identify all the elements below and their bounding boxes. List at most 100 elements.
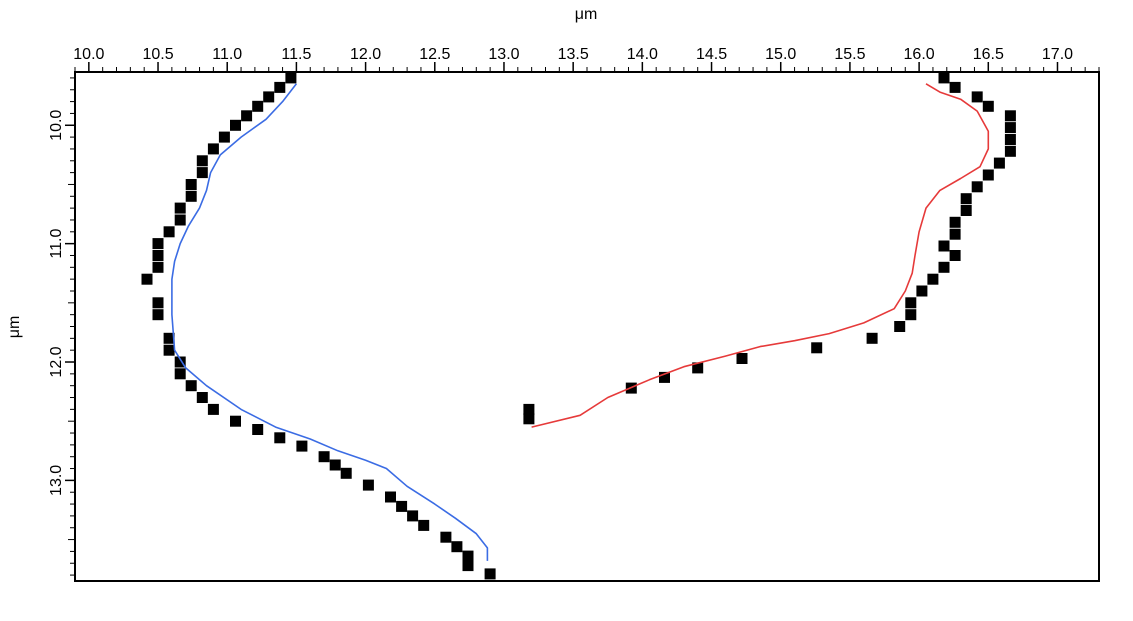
- data-point: [1004, 134, 1016, 145]
- data-point: [971, 91, 983, 103]
- data-point: [811, 342, 823, 354]
- data-point: [207, 403, 219, 415]
- data-point: [274, 81, 286, 93]
- data-point: [523, 403, 535, 415]
- data-point: [196, 392, 208, 403]
- data-point: [523, 413, 535, 425]
- data-point: [340, 467, 352, 479]
- data-point: [982, 169, 994, 181]
- x-tick-label: 16.0: [904, 46, 935, 63]
- x-tick-label: 15.0: [765, 46, 796, 63]
- data-point: [196, 167, 208, 179]
- x-tick-label: 17.0: [1042, 46, 1073, 63]
- data-point: [462, 560, 474, 572]
- data-point: [949, 250, 961, 261]
- data-point: [285, 72, 297, 84]
- data-point: [163, 344, 175, 356]
- data-point: [451, 541, 463, 553]
- data-point: [905, 297, 917, 309]
- data-point: [152, 309, 164, 321]
- y-axis-title: μm: [6, 316, 23, 339]
- data-point: [1004, 110, 1016, 122]
- data-point: [163, 226, 175, 238]
- data-point: [185, 179, 197, 190]
- data-point: [218, 131, 230, 143]
- data-point: [241, 110, 253, 122]
- data-point: [407, 510, 419, 522]
- x-axis: 10.0 10.5 11.0 11.5 12.0 12.5 13.0 13.5 14.0 14.5…: [73, 46, 1100, 72]
- data-point: [230, 415, 241, 427]
- data-point: [207, 143, 219, 155]
- data-point: [296, 440, 308, 452]
- data-point: [152, 261, 164, 273]
- plot-layer: [141, 72, 1016, 580]
- profile-line-1: [171, 83, 489, 561]
- y-tick-label: 13.0: [48, 465, 65, 496]
- data-point: [274, 432, 286, 444]
- data-point: [263, 91, 275, 103]
- data-point: [230, 119, 241, 131]
- data-point: [196, 155, 208, 167]
- x-tick-label: 12.0: [350, 46, 381, 63]
- data-point: [396, 500, 408, 512]
- data-point: [318, 451, 330, 463]
- data-point: [949, 216, 961, 228]
- data-point: [462, 550, 474, 562]
- data-point: [949, 81, 961, 93]
- data-point: [938, 240, 950, 252]
- x-tick-label: 15.5: [834, 46, 865, 63]
- data-point: [982, 100, 994, 112]
- data-point: [174, 202, 186, 214]
- x-axis-title: μm: [575, 6, 598, 23]
- data-point: [185, 380, 197, 392]
- data-point: [174, 368, 186, 380]
- x-tick-label: 14.5: [696, 46, 727, 63]
- data-point: [960, 205, 972, 216]
- x-tick-label: 11.5: [281, 46, 311, 63]
- profile-line-3: [531, 83, 990, 428]
- data-point: [993, 157, 1005, 169]
- x-tick-label: 14.0: [627, 46, 658, 63]
- data-point: [960, 193, 972, 205]
- x-tick-label: 16.5: [973, 46, 1004, 63]
- data-point: [484, 568, 496, 580]
- data-point: [385, 491, 396, 503]
- data-point: [163, 332, 175, 344]
- data-point: [659, 371, 670, 383]
- x-tick-label: 12.5: [419, 46, 450, 63]
- y-tick-label: 12.0: [48, 346, 65, 377]
- data-point: [252, 424, 264, 435]
- data-point: [152, 297, 164, 309]
- data-point: [905, 309, 917, 321]
- data-point: [141, 273, 153, 285]
- data-point: [1004, 145, 1016, 157]
- data-point: [866, 332, 878, 344]
- data-point: [252, 100, 264, 112]
- data-point: [440, 531, 452, 543]
- x-tick-label: 13.0: [488, 46, 519, 63]
- data-point: [692, 362, 704, 374]
- data-point: [736, 353, 748, 364]
- y-axis: 10.0 11.0 12.0 13.0: [48, 77, 75, 576]
- data-point: [938, 261, 950, 273]
- x-tick-label: 10.5: [142, 46, 173, 63]
- data-point: [971, 181, 983, 193]
- data-point: [185, 190, 197, 202]
- data-point: [894, 321, 906, 332]
- y-tick-label: 11.0: [48, 229, 65, 259]
- data-point: [329, 459, 341, 471]
- data-point: [362, 479, 374, 491]
- data-point: [1004, 122, 1016, 134]
- data-point: [949, 228, 961, 240]
- data-point: [927, 273, 939, 285]
- data-point: [152, 238, 164, 250]
- x-tick-label: 13.5: [558, 46, 589, 63]
- data-point: [174, 356, 186, 368]
- x-tick-label: 10.0: [73, 46, 104, 63]
- data-point: [418, 519, 430, 531]
- data-point: [938, 72, 950, 84]
- data-point: [152, 250, 164, 261]
- data-point: [916, 285, 928, 297]
